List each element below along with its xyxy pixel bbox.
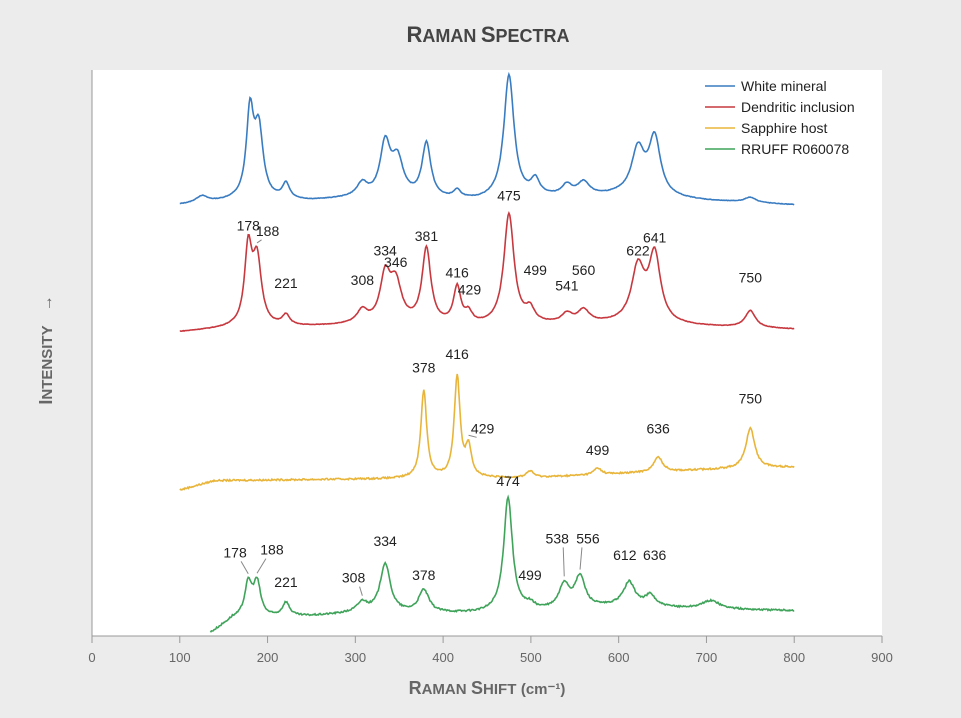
series-line-3	[179, 373, 795, 491]
series-line-4	[209, 494, 795, 633]
x-tick-label: 400	[432, 650, 454, 665]
x-tick-label: 200	[257, 650, 279, 665]
peak-label: 221	[274, 574, 298, 590]
peak-label: 221	[274, 275, 298, 291]
peak-label: 381	[415, 228, 439, 244]
peak-label: 541	[555, 277, 579, 293]
x-tick-label: 500	[520, 650, 542, 665]
x-tick-label: 700	[696, 650, 718, 665]
x-tick-label: 300	[344, 650, 366, 665]
peak-label: 750	[739, 270, 763, 286]
peak-label: 416	[445, 346, 469, 362]
peak-leader-line	[359, 586, 363, 596]
peak-label: 475	[497, 188, 521, 204]
peak-label: 636	[643, 547, 667, 563]
y-axis-label: INTENSITY→	[36, 295, 56, 404]
x-tick-label: 600	[608, 650, 630, 665]
peak-label: 560	[572, 262, 596, 278]
peak-label: 346	[384, 254, 408, 270]
peak-label: 622	[626, 242, 650, 258]
peak-label: 499	[524, 262, 548, 278]
x-tick-label: 900	[871, 650, 893, 665]
peak-label: 429	[458, 281, 482, 297]
legend: White mineral Dendritic inclusion Sapphire…	[705, 78, 855, 157]
peak-label: 334	[373, 242, 397, 258]
peak-label: 334	[373, 533, 397, 549]
peak-label: 499	[518, 567, 542, 583]
peak-leader-line	[562, 547, 565, 577]
series-line-1	[179, 71, 795, 206]
peak-label: 750	[739, 391, 763, 407]
legend-entry: RRUFF R060078	[741, 141, 849, 157]
legend-entry: Sapphire host	[741, 120, 828, 136]
peak-label: 474	[496, 473, 520, 489]
legend-entry: White mineral	[741, 78, 827, 94]
peak-label: 188	[256, 223, 280, 239]
peak-leader-line	[256, 239, 262, 244]
peak-label: 188	[260, 542, 284, 558]
peak-leader-line	[256, 558, 267, 574]
x-tick-label: 100	[169, 650, 191, 665]
x-tick-label: 800	[783, 650, 805, 665]
peak-leader-line	[240, 561, 249, 574]
peak-label: 178	[223, 544, 247, 560]
series-line-2	[179, 210, 795, 333]
peak-label: 612	[613, 547, 637, 563]
peak-label: 308	[342, 570, 366, 586]
peak-label: 378	[412, 567, 436, 583]
x-axis-label: RAMAN SHIFT (cm⁻¹)	[409, 678, 566, 698]
chart-title: RAMAN SPECTRA	[406, 22, 569, 47]
peak-leader-line	[579, 547, 583, 570]
series-layer	[179, 71, 795, 633]
x-tick-label: 0	[88, 650, 95, 665]
peak-label: 178	[237, 218, 261, 234]
peak-label: 499	[586, 442, 610, 458]
y-axis-label-group: INTENSITY→	[36, 295, 56, 404]
peak-leader-line	[468, 434, 477, 438]
legend-entry: Dendritic inclusion	[741, 99, 855, 115]
peak-label: 636	[646, 420, 670, 436]
peak-label: 378	[412, 360, 436, 376]
peak-label: 308	[351, 272, 375, 288]
peak-label: 416	[445, 264, 469, 280]
plot-area	[92, 70, 882, 636]
peak-label: 538	[546, 530, 570, 546]
peak-label: 641	[643, 229, 667, 245]
x-axis: 0 100 200 300 400 500 600 700 800 900	[88, 70, 893, 665]
peak-label: 429	[471, 420, 495, 436]
peak-label: 556	[576, 530, 600, 546]
